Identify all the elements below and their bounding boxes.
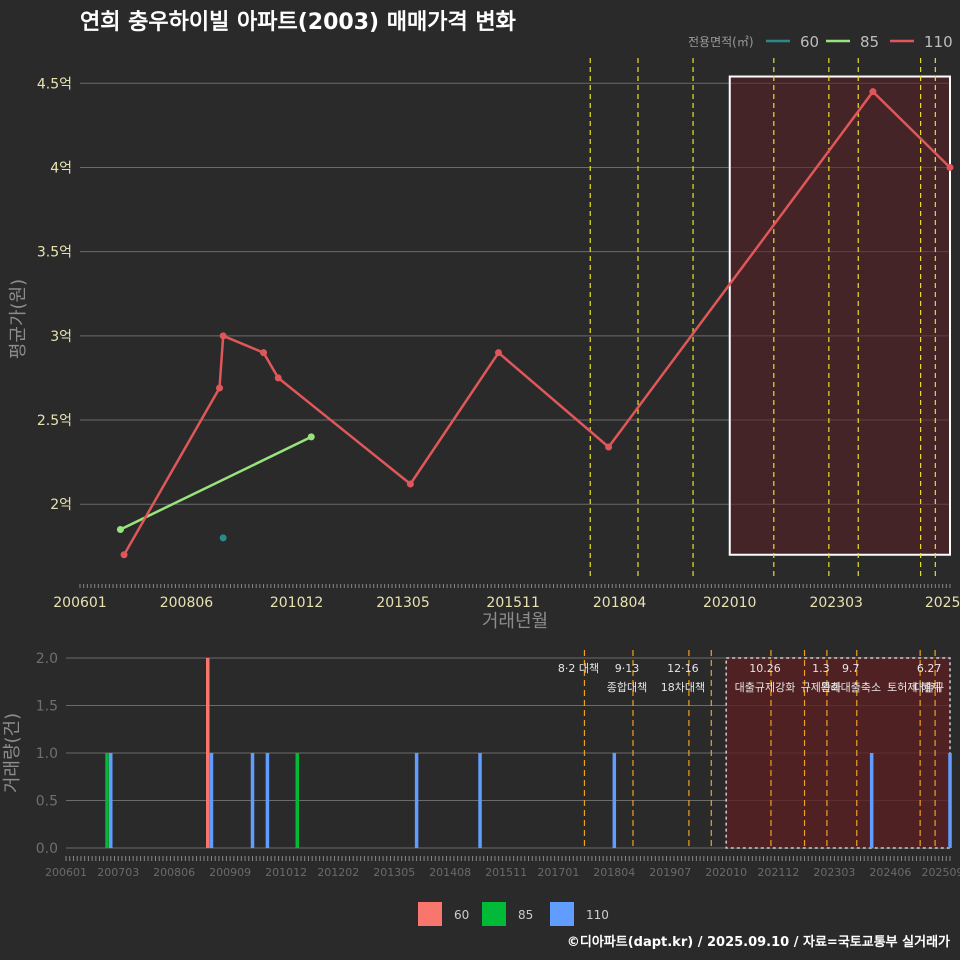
data-point-110: [494, 349, 502, 357]
x-tick-label: 201305: [376, 595, 429, 611]
y-tick-label: 3억: [50, 329, 72, 345]
legend-label-85: 85: [860, 33, 879, 51]
legend-label-110: 110: [924, 33, 953, 51]
x-tick-label: 202010: [705, 866, 747, 879]
bar-110: [414, 753, 419, 848]
bar-110: [869, 753, 874, 848]
bar-110: [612, 753, 617, 848]
x-tick-label: 2025: [925, 595, 960, 611]
legend-title: 전용면적(㎡): [688, 35, 754, 49]
policy-name-label: 토허제 해제: [887, 680, 941, 694]
policy-date-label: 8·2 대책: [558, 662, 599, 675]
bar-110: [265, 753, 270, 848]
y-axis-title: 거래량(건): [2, 713, 23, 793]
x-tick-label: 202010: [703, 595, 756, 611]
bar-85: [295, 753, 300, 848]
data-point-110: [946, 163, 954, 171]
bar-legend-label-60: 60: [454, 908, 469, 922]
data-point-110: [120, 551, 128, 559]
bar-legend-key-110: [550, 902, 574, 926]
y-tick-label: 4.5억: [37, 76, 72, 92]
y-tick-label: 2.0: [36, 651, 58, 667]
x-tick-label: 201511: [485, 866, 527, 879]
x-tick-label: 202112: [757, 866, 799, 879]
y-tick-label: 2억: [50, 497, 72, 513]
x-tick-label: 202509: [922, 866, 960, 879]
bar-85: [105, 753, 109, 848]
y-tick-label: 2.5억: [37, 413, 72, 429]
data-point-110: [605, 443, 613, 451]
x-tick-label: 201907: [649, 866, 691, 879]
data-point-110: [260, 349, 268, 357]
x-tick-label: 200806: [153, 866, 195, 879]
data-point-85: [116, 525, 124, 533]
x-tick-label: 201012: [270, 595, 323, 611]
x-tick-label: 200909: [209, 866, 251, 879]
x-tick-label: 202303: [813, 866, 855, 879]
y-tick-label: 4억: [50, 160, 72, 176]
policy-name-label: 대출규제강화: [735, 681, 796, 694]
x-tick-label: 201012: [265, 866, 307, 879]
y-tick-label: 0.5: [36, 794, 58, 810]
y-axis-title: 평균가(원): [8, 279, 29, 359]
data-point-110: [216, 384, 224, 392]
bar-legend-label-110: 110: [586, 908, 609, 922]
policy-name-label: 종합대책: [607, 681, 647, 694]
x-tick-label: 202406: [869, 866, 911, 879]
credit-text: ©디아파트(dapt.kr) / 2025.09.10 / 자료=국토교통부 실…: [566, 935, 950, 950]
bar-110: [478, 753, 482, 848]
series-line-85: [119, 435, 312, 531]
policy-date-label: 12·16: [667, 662, 699, 675]
y-tick-label: 3.5억: [37, 245, 72, 261]
x-tick-label: 201305: [373, 866, 415, 879]
policy-name-label: 규제완화: [801, 681, 841, 694]
bar-legend-label-85: 85: [518, 908, 533, 922]
bar-110: [209, 753, 214, 848]
bar-legend-key-60: [418, 902, 442, 926]
x-tick-label: 201804: [593, 595, 647, 611]
y-tick-label: 1.0: [36, 746, 58, 762]
policy-date-label: 6.27: [917, 662, 942, 675]
x-tick-label: 201408: [429, 866, 471, 879]
bar-110: [948, 753, 952, 848]
bar-legend-key-85: [482, 902, 506, 926]
x-axis-title: 거래년월: [482, 611, 548, 632]
bar-110: [109, 753, 113, 848]
policy-date-label: 1.3: [812, 662, 830, 675]
bar-60: [206, 658, 210, 848]
data-point-110: [219, 332, 227, 340]
x-tick-label: 201804: [593, 866, 635, 879]
highlight-box: [725, 657, 951, 849]
policy-date-label: 9.7: [842, 662, 860, 675]
policy-name-label: 특례대출축소: [820, 681, 881, 694]
policy-date-label: 9·13: [615, 662, 640, 675]
data-point-110: [406, 480, 414, 488]
highlight-box: [728, 75, 951, 556]
y-tick-label: 1.5: [36, 699, 58, 715]
series-line-110: [123, 89, 951, 556]
policy-name-label: 18차대책: [661, 681, 705, 694]
data-point-110: [274, 374, 282, 382]
x-tick-label: 201202: [317, 866, 359, 879]
x-tick-label: 201511: [486, 595, 539, 611]
x-tick-label: 202303: [809, 595, 862, 611]
x-tick-label: 200806: [160, 595, 214, 611]
policy-name-label: 대출규: [914, 681, 944, 694]
data-point-110: [869, 88, 877, 96]
data-point-60: [219, 534, 227, 542]
x-tick-label: 200601: [45, 866, 87, 879]
x-tick-label: 200703: [97, 866, 139, 879]
x-tick-label: 201701: [537, 866, 579, 879]
y-tick-label: 0.0: [36, 841, 58, 857]
data-point-85: [307, 433, 315, 441]
chart-title: 연희 충우하이빌 아파트(2003) 매매가격 변화: [80, 10, 516, 35]
policy-date-label: 10.26: [749, 662, 781, 675]
x-tick-label: 200601: [53, 595, 106, 611]
legend-label-60: 60: [800, 33, 819, 51]
bar-110: [250, 753, 255, 848]
